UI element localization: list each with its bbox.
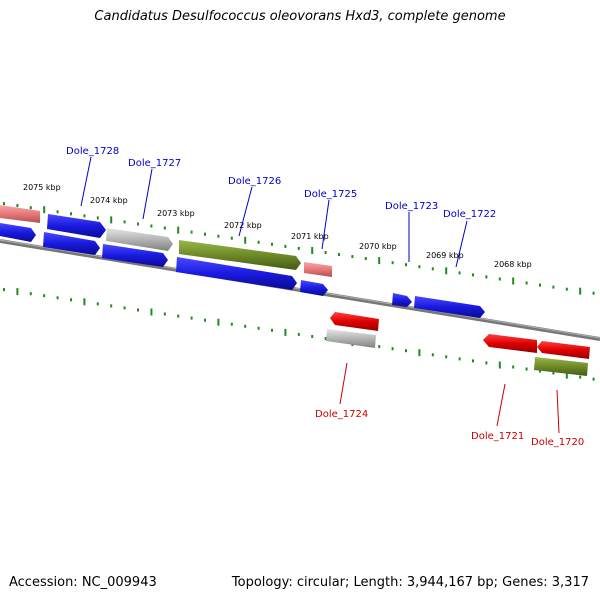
label-dole-1724[interactable]: Dole_1724 — [315, 409, 368, 420]
genome-backbone — [0, 239, 600, 341]
gene-dole-1723[interactable] — [392, 293, 412, 307]
forward-genes-outer — [0, 205, 332, 277]
forward-genes-inner — [0, 223, 485, 318]
upper-scale-ticks — [3, 202, 595, 295]
scale-label-2071: 2071 kbp — [291, 232, 329, 241]
scale-label-2074: 2074 kbp — [90, 196, 128, 205]
scale-label-2069: 2069 kbp — [426, 251, 464, 260]
gene-dole-1728[interactable] — [47, 214, 106, 238]
gene-dole-1724[interactable] — [330, 312, 379, 331]
scale-label-2070: 2070 kbp — [359, 242, 397, 251]
gene-dole-1725[interactable] — [304, 262, 332, 277]
topology-label: Topology: circular; Length: 3,944,167 bp… — [231, 575, 589, 590]
gene-blue-inner-3[interactable] — [176, 257, 297, 290]
gene-dole-1721[interactable] — [483, 334, 537, 353]
gene-blue-fwd-edge[interactable] — [0, 223, 36, 242]
reverse-gene-labels: Dole_1724 Dole_1721 Dole_1720 — [315, 409, 584, 448]
leader-dole-1728 — [80, 156, 92, 207]
label-dole-1728[interactable]: Dole_1728 — [66, 146, 119, 157]
label-dole-1727[interactable]: Dole_1727 — [128, 158, 181, 169]
gene-blue-inner-1[interactable] — [43, 232, 100, 255]
leader-dole-1726 — [238, 186, 253, 237]
gene-pink-fwd-edge[interactable] — [0, 205, 40, 223]
gene-dole-1720[interactable] — [537, 341, 590, 359]
leader-dole-1725 — [321, 199, 330, 250]
forward-gene-labels: Dole_1728 Dole_1727 Dole_1726 Dole_1725 … — [66, 146, 496, 220]
gene-dole-1722[interactable] — [414, 296, 485, 318]
gene-blue-inner-4[interactable] — [300, 280, 328, 296]
scale-label-2075: 2075 kbp — [23, 183, 61, 192]
genome-backbone-highlight — [0, 239, 600, 339]
label-dole-1721[interactable]: Dole_1721 — [471, 431, 524, 442]
map-title: Candidatus Desulfococcus oleovorans Hxd3… — [94, 9, 506, 24]
leader-dole-1720 — [556, 389, 560, 434]
gene-olive-rev[interactable] — [534, 357, 588, 376]
label-dole-1723[interactable]: Dole_1723 — [385, 201, 438, 212]
accession-label: Accession: NC_009943 — [9, 575, 157, 590]
scale-label-2068: 2068 kbp — [494, 260, 532, 269]
leader-dole-1721 — [496, 383, 506, 427]
gene-blue-inner-2[interactable] — [102, 244, 168, 267]
scale-labels: 2075 kbp 2074 kbp 2073 kbp 2072 kbp 2071… — [23, 183, 532, 269]
lower-scale-ticks — [3, 288, 595, 381]
scale-label-2073: 2073 kbp — [157, 209, 195, 218]
label-dole-1722[interactable]: Dole_1722 — [443, 209, 496, 220]
label-dole-1720[interactable]: Dole_1720 — [531, 437, 584, 448]
gene-grey-rev[interactable] — [326, 329, 376, 348]
leader-dole-1727 — [142, 168, 153, 220]
gene-leader-lines — [80, 156, 560, 434]
leader-dole-1722 — [455, 220, 468, 268]
gene-dole-1727[interactable] — [106, 228, 173, 251]
gene-dole-1726[interactable] — [179, 240, 301, 270]
label-dole-1726[interactable]: Dole_1726 — [228, 176, 281, 187]
reverse-genes — [326, 312, 590, 376]
label-dole-1725[interactable]: Dole_1725 — [304, 189, 357, 200]
leader-dole-1724 — [339, 362, 348, 405]
scale-label-2072: 2072 kbp — [224, 221, 262, 230]
